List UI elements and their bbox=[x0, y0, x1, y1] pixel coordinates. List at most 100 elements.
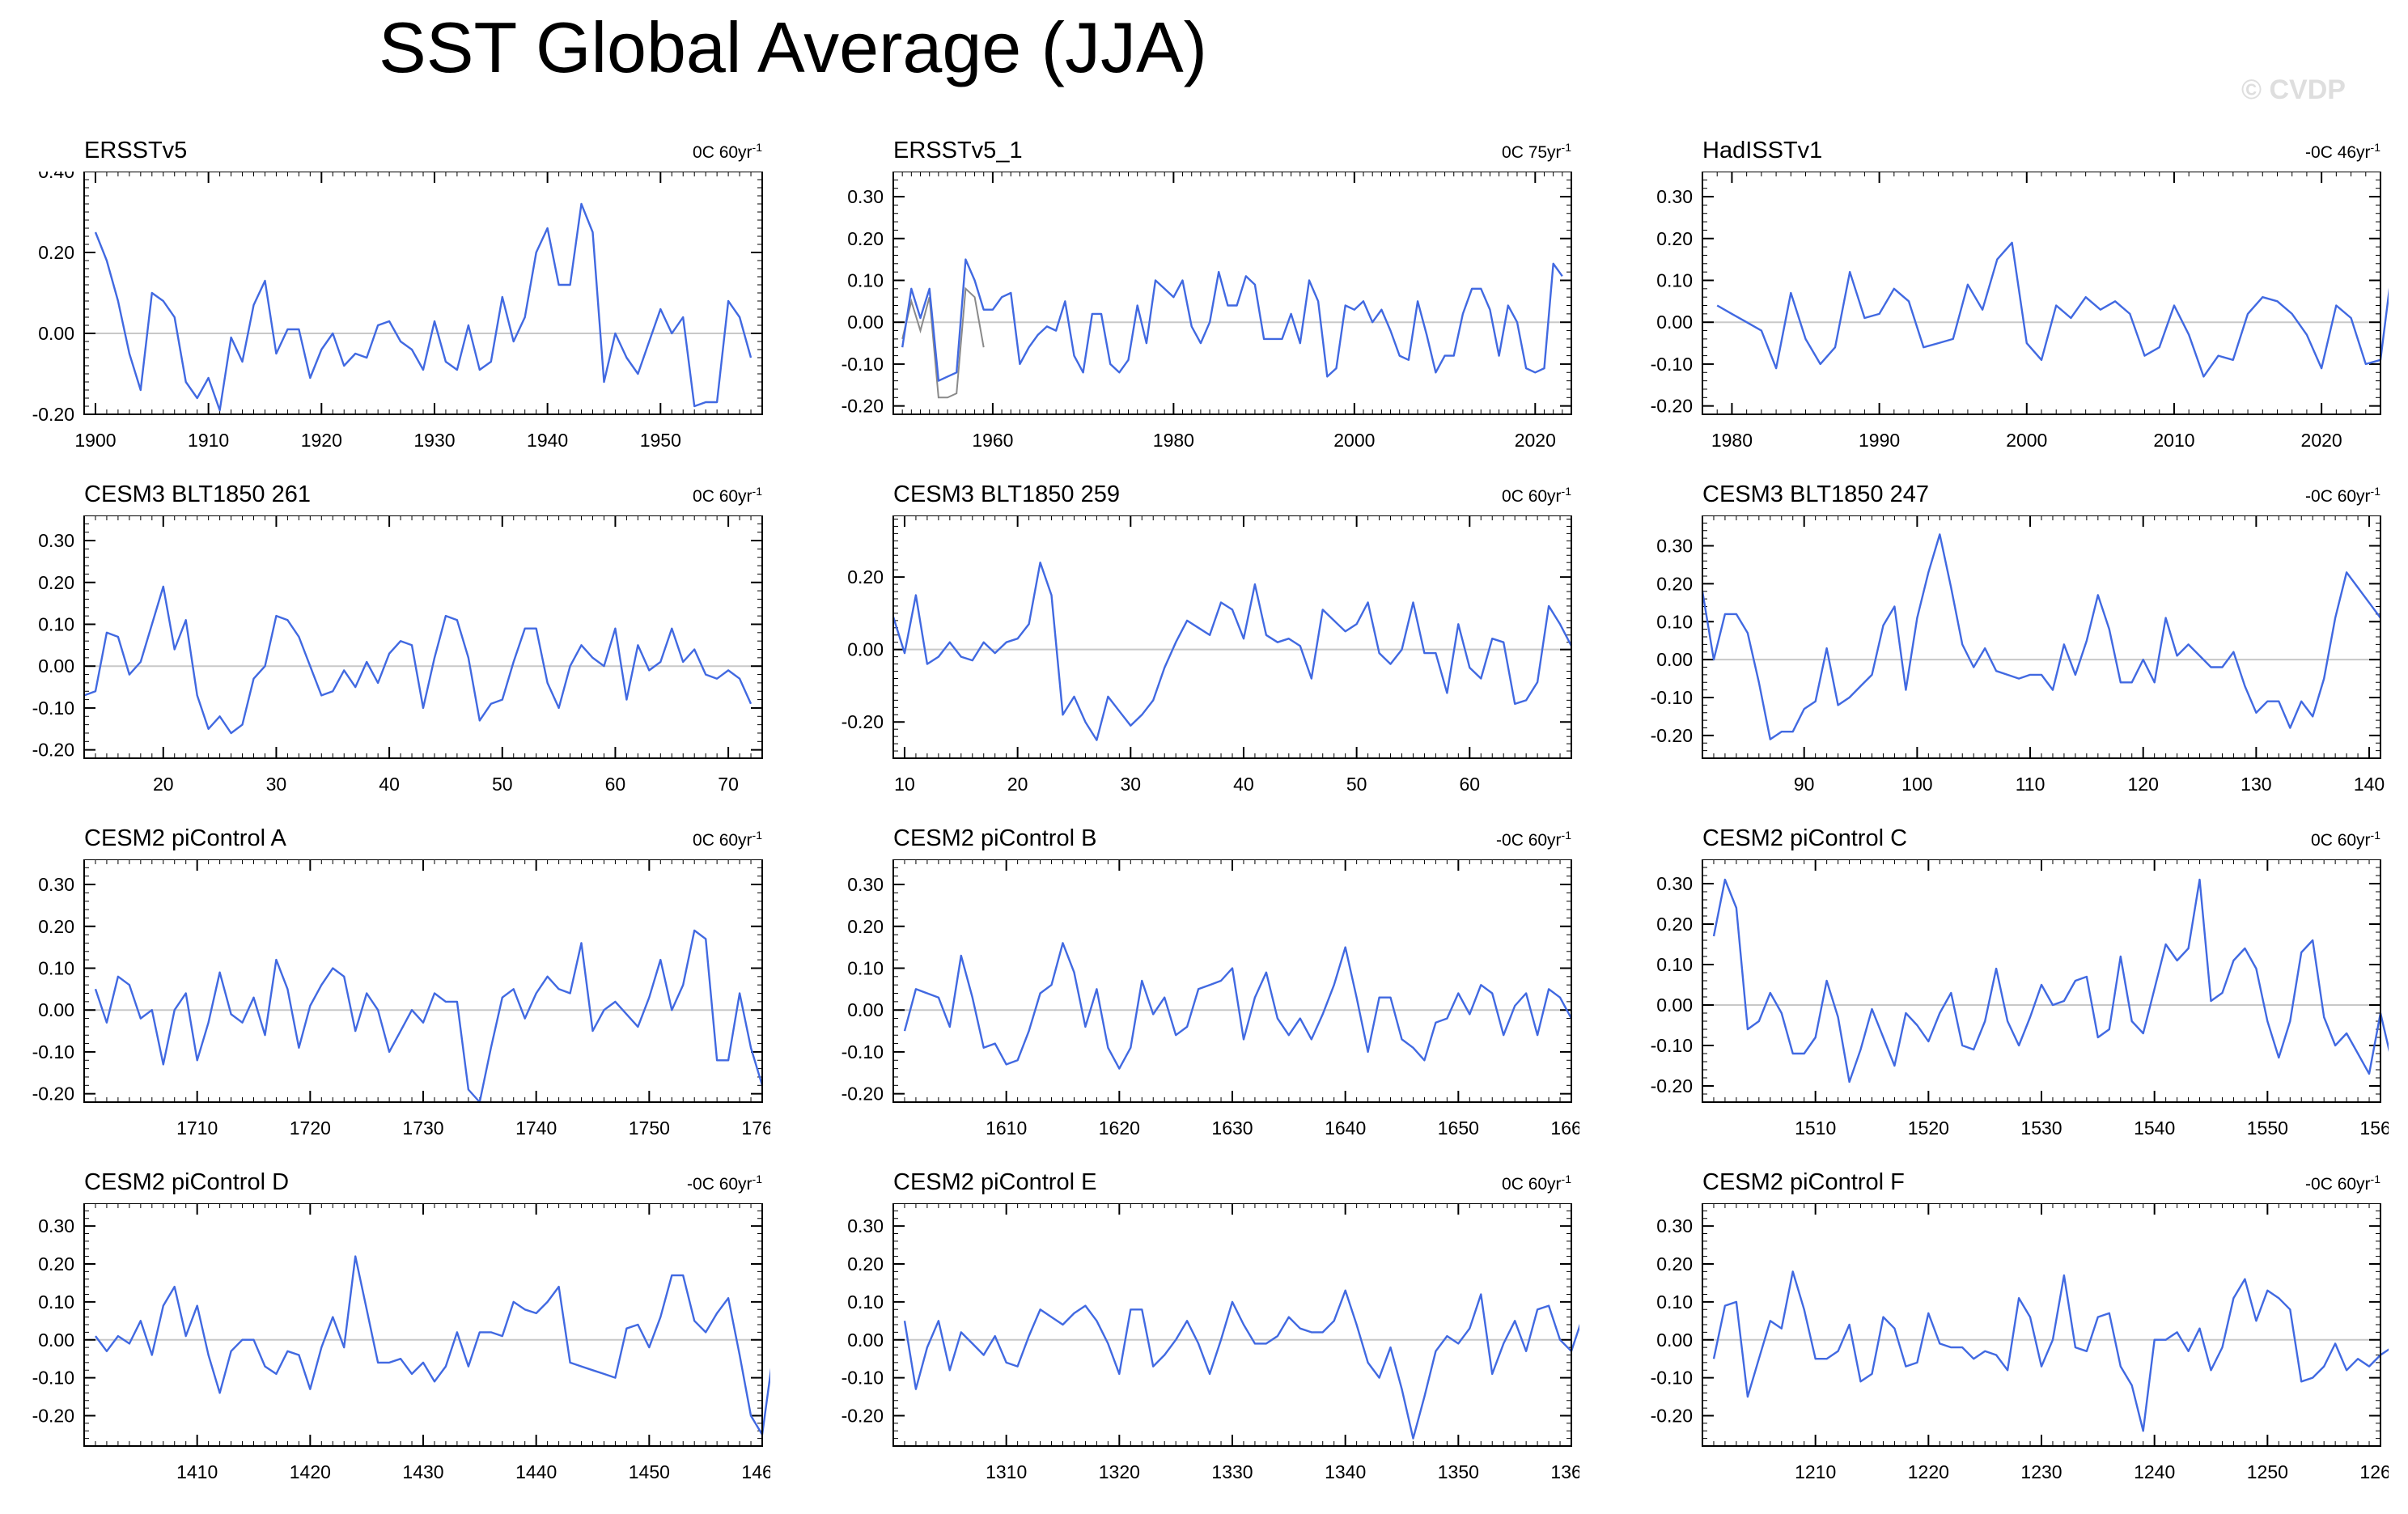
panel-title: CESM2 piControl B bbox=[893, 825, 1097, 851]
x-tick-label: 50 bbox=[1346, 774, 1367, 795]
x-tick-label: 1640 bbox=[1325, 1117, 1366, 1139]
y-tick-label: -0.10 bbox=[1651, 687, 1693, 708]
x-tick-label: 1230 bbox=[2020, 1461, 2062, 1482]
y-tick-label: -0.10 bbox=[1651, 1035, 1693, 1056]
trend-text: 0C 60yr bbox=[693, 143, 752, 162]
x-tick-label: 1730 bbox=[402, 1117, 443, 1139]
y-tick-label: 0.10 bbox=[847, 1291, 884, 1313]
x-tick-label: 90 bbox=[1794, 774, 1815, 795]
plot-area: 1710 1720 1730 1740 1750 1760 -0.20 -0.10 0.00 0.… bbox=[32, 859, 770, 1139]
series-line bbox=[1701, 533, 2381, 740]
x-tick-label: 40 bbox=[1233, 774, 1254, 795]
x-tick-label: 1760 bbox=[741, 1117, 770, 1139]
x-tick-label: 130 bbox=[2241, 774, 2271, 795]
y-tick-label: 0.20 bbox=[847, 228, 884, 249]
y-tick-label: -0.20 bbox=[1651, 1075, 1693, 1096]
chart-panel: 1980 1990 2000 2010 2020 -0.20 -0.10 0.00 0.10 0.… bbox=[1651, 172, 2389, 451]
y-tick-label: -0.20 bbox=[32, 740, 74, 761]
y-tick-label: 0.20 bbox=[1656, 228, 1693, 249]
x-tick-label: 1980 bbox=[1153, 430, 1194, 451]
trend-label: 0C 60yr-1 bbox=[519, 485, 762, 507]
plot-frame bbox=[892, 515, 1572, 759]
y-tick-label: -0.10 bbox=[842, 354, 884, 375]
x-tick-label: 1720 bbox=[290, 1117, 331, 1139]
plot-area: 1310 1320 1330 1340 1350 1360 -0.20 -0.10 0.00 0.… bbox=[842, 1203, 1579, 1482]
trend-unit: -1 bbox=[1561, 141, 1571, 154]
trend-text: -0C 60yr bbox=[687, 1175, 752, 1194]
y-tick-label: 0.00 bbox=[38, 999, 74, 1020]
trend-unit: -1 bbox=[1561, 485, 1571, 498]
y-tick-label: -0.20 bbox=[842, 396, 884, 417]
series-line bbox=[892, 562, 1573, 741]
y-tick-label: -0.10 bbox=[842, 1368, 884, 1389]
chart-panel: 1710 1720 1730 1740 1750 1760 -0.20 -0.10 0.00 0.… bbox=[32, 859, 770, 1139]
plot-frame bbox=[892, 1203, 1572, 1447]
x-tick-label: 2010 bbox=[2153, 430, 2194, 451]
y-tick-label: 0.30 bbox=[1656, 873, 1693, 894]
x-tick-label: 30 bbox=[266, 774, 287, 795]
y-tick-label: 0.00 bbox=[1656, 649, 1693, 670]
y-tick-label: 0.30 bbox=[1656, 186, 1693, 207]
x-tick-label: 1930 bbox=[413, 430, 455, 451]
x-tick-label: 1240 bbox=[2134, 1461, 2175, 1482]
x-tick-label: 1750 bbox=[629, 1117, 670, 1139]
y-tick-label: 0.00 bbox=[1656, 994, 1693, 1016]
chart-panel: 20 30 40 50 60 70 -0.20 -0.10 0.00 0.10 0.20 0.30 bbox=[32, 515, 763, 795]
x-tick-label: 2020 bbox=[1515, 430, 1556, 451]
series-line bbox=[1712, 878, 2389, 1084]
series-line bbox=[94, 929, 764, 1104]
plot-frame bbox=[892, 172, 1572, 415]
y-tick-label: -0.10 bbox=[1651, 354, 1693, 375]
trend-label: 0C 60yr-1 bbox=[1329, 485, 1571, 507]
plot-area: 1960 1980 2000 2020 -0.20 -0.10 0.00 0.10 0.20 0.… bbox=[842, 172, 1572, 451]
chart-panel: 1960 1980 2000 2020 -0.20 -0.10 0.00 0.10 0.20 0.… bbox=[842, 172, 1572, 451]
series-line bbox=[903, 942, 1573, 1070]
trend-unit: -1 bbox=[752, 829, 762, 842]
x-tick-label: 10 bbox=[894, 774, 915, 795]
x-tick-label: 2000 bbox=[1333, 430, 1375, 451]
plot-frame bbox=[1702, 515, 2381, 759]
plot-frame bbox=[892, 859, 1572, 1103]
x-tick-label: 1510 bbox=[1795, 1117, 1836, 1139]
trend-label: -0C 60yr-1 bbox=[1329, 829, 1571, 850]
chart-panel: 1510 1520 1530 1540 1550 1560 -0.20 -0.10 0.00 0.… bbox=[1651, 859, 2389, 1139]
y-tick-label: 0.00 bbox=[38, 323, 74, 344]
x-tick-label: 1210 bbox=[1795, 1461, 1836, 1482]
y-tick-label: 0.30 bbox=[847, 1215, 884, 1236]
y-tick-label: 0.10 bbox=[1656, 269, 1693, 291]
x-tick-label: 140 bbox=[2354, 774, 2385, 795]
series-line bbox=[95, 1255, 770, 1436]
x-tick-label: 1440 bbox=[515, 1461, 557, 1482]
x-tick-label: 1950 bbox=[640, 430, 681, 451]
trend-unit: -1 bbox=[752, 141, 762, 154]
x-tick-label: 2020 bbox=[2301, 430, 2342, 451]
panel-title: ERSSTv5 bbox=[84, 138, 188, 163]
trend-label: 0C 75yr-1 bbox=[1329, 141, 1571, 163]
plot-area: 10 20 30 40 50 60 -0.20 0.00 0.20 bbox=[842, 515, 1573, 795]
y-tick-label: 0.10 bbox=[38, 957, 74, 978]
x-tick-label: 1410 bbox=[176, 1461, 218, 1482]
x-tick-label: 1550 bbox=[2247, 1117, 2288, 1139]
y-tick-label: 0.10 bbox=[38, 613, 74, 634]
panel-title: HadISSTv1 bbox=[1702, 138, 1823, 163]
x-tick-label: 1710 bbox=[176, 1117, 218, 1139]
panel-title: CESM3 BLT1850 261 bbox=[84, 481, 311, 507]
panel-title: CESM2 piControl C bbox=[1702, 825, 1908, 851]
y-tick-label: 0.30 bbox=[847, 186, 884, 207]
y-tick-label: 0.20 bbox=[38, 916, 74, 937]
y-tick-label: 0.00 bbox=[847, 1330, 884, 1351]
x-tick-label: 1330 bbox=[1211, 1461, 1253, 1482]
trend-text: 0C 60yr bbox=[2311, 831, 2371, 850]
y-tick-label: -0.20 bbox=[32, 404, 74, 425]
y-tick-label: 0.10 bbox=[1656, 954, 1693, 975]
trend-text: 0C 75yr bbox=[1502, 143, 1562, 162]
x-tick-label: 1980 bbox=[1711, 430, 1753, 451]
x-tick-label: 1520 bbox=[1908, 1117, 1949, 1139]
plot-area: 1900 1910 1920 1930 1940 1950 -0.20 0.00 0.20 0.4… bbox=[32, 172, 763, 451]
trend-label: -0C 60yr-1 bbox=[519, 1173, 762, 1194]
x-tick-label: 1940 bbox=[527, 430, 568, 451]
y-tick-label: -0.20 bbox=[1651, 725, 1693, 746]
trend-unit: -1 bbox=[1561, 1173, 1571, 1185]
x-tick-label: 1430 bbox=[402, 1461, 443, 1482]
y-tick-label: 0.30 bbox=[1656, 1215, 1693, 1236]
